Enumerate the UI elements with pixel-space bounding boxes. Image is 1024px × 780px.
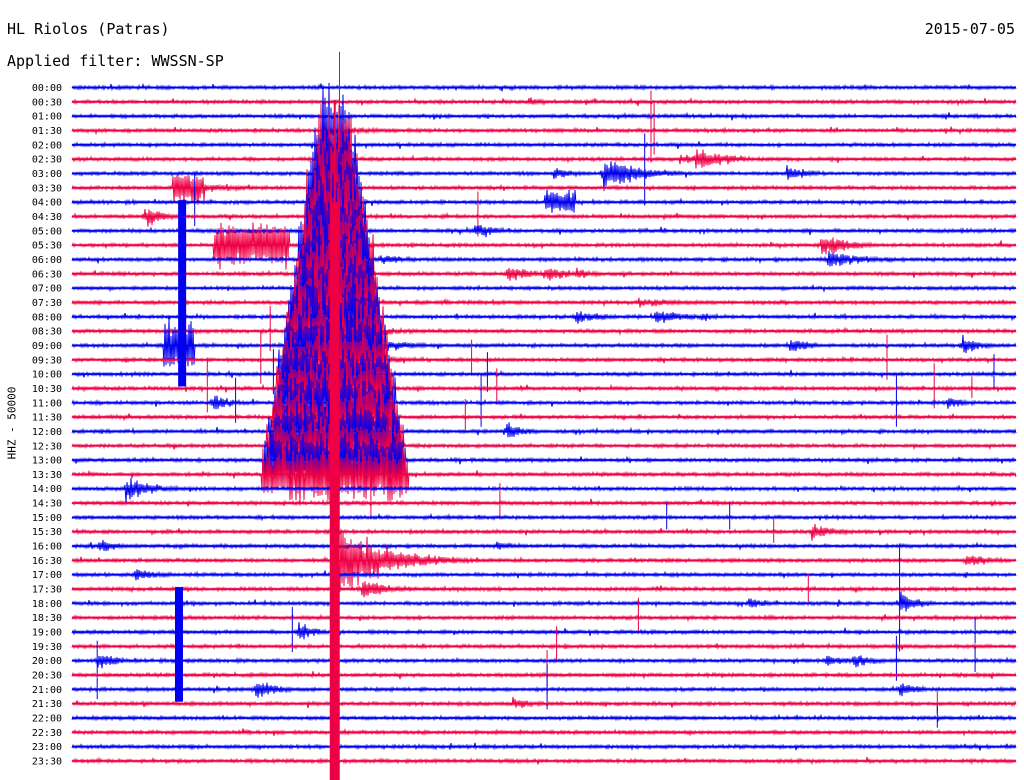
tick-label: 11:00 (32, 398, 62, 409)
tick-label: 00:30 (32, 97, 62, 108)
station-title: HL Riolos (Patras) (7, 20, 170, 38)
filter-label: Applied filter: WWSSN-SP (7, 52, 224, 70)
tick-label: 02:30 (32, 155, 62, 166)
trace-line (71, 51, 1017, 142)
event-band (174, 587, 183, 702)
tick-label: 04:30 (32, 212, 62, 223)
trace-lines (71, 51, 1017, 780)
tick-labels: 00:00 00:30 01:00 01:30 02:00 02:30 03:00 03:30… (32, 83, 62, 768)
tick-label: 17:00 (32, 570, 62, 581)
tick-label: 09:30 (32, 355, 62, 366)
tick-label: 18:00 (32, 599, 62, 610)
trace-line (71, 429, 1017, 489)
tick-label: 15:00 (32, 513, 62, 524)
trace-line (71, 635, 1017, 681)
tick-label: 14:00 (32, 484, 62, 495)
tick-label: 19:00 (32, 628, 62, 639)
trace-line (71, 343, 1017, 406)
tick-label: 13:30 (32, 470, 62, 481)
tick-label: 16:00 (32, 542, 62, 553)
tick-label: 10:30 (32, 384, 62, 395)
tick-label: 08:00 (32, 312, 62, 323)
tick-label: 23:00 (32, 742, 62, 753)
tick-label: 00:00 (32, 83, 62, 94)
tick-label: 05:00 (32, 226, 62, 237)
tick-label: 09:00 (32, 341, 62, 352)
trace-line (71, 309, 1017, 379)
tick-label: 21:30 (32, 699, 62, 710)
tick-label: 20:00 (32, 656, 62, 667)
trace-line (71, 387, 1017, 449)
tick-label: 02:00 (32, 140, 62, 151)
tick-label: 07:00 (32, 284, 62, 295)
trace-line (71, 370, 1017, 435)
tick-label: 05:30 (32, 241, 62, 252)
tick-label: 03:00 (32, 169, 62, 180)
trace-line (71, 650, 1017, 695)
tick-label: 06:00 (32, 255, 62, 266)
major-event-band (329, 202, 340, 780)
tick-label: 22:30 (32, 728, 62, 739)
tick-label: 21:00 (32, 685, 62, 696)
tick-label: 18:30 (32, 613, 62, 624)
tick-label: 20:30 (32, 671, 62, 682)
tick-label: 14:30 (32, 499, 62, 510)
tick-label: 01:30 (32, 126, 62, 137)
tick-label: 13:00 (32, 456, 62, 467)
tick-label: 12:00 (32, 427, 62, 438)
trace-line (71, 574, 1017, 601)
date-label: 2015-07-05 (924, 20, 1015, 38)
tick-label: 07:30 (32, 298, 62, 309)
tick-label: 08:30 (32, 327, 62, 338)
trace-line (71, 517, 1017, 543)
event-band (178, 200, 187, 387)
trace-line (71, 691, 1017, 714)
tick-label: 01:00 (32, 112, 62, 123)
tick-label: 12:30 (32, 441, 62, 452)
trace-line (71, 502, 1017, 530)
tick-label: 11:30 (32, 413, 62, 424)
tick-label: 22:00 (32, 714, 62, 725)
tick-label: 15:30 (32, 527, 62, 538)
tick-label: 19:30 (32, 642, 62, 653)
trace-line (71, 477, 1017, 503)
tick-label: 04:00 (32, 198, 62, 209)
tick-label: 16:30 (32, 556, 62, 567)
tick-label: 03:30 (32, 183, 62, 194)
tick-label: 17:30 (32, 585, 62, 596)
trace-line (71, 706, 1017, 728)
tick-label: 10:00 (32, 370, 62, 381)
tick-label: 06:30 (32, 269, 62, 280)
tick-label: 23:30 (32, 757, 62, 768)
